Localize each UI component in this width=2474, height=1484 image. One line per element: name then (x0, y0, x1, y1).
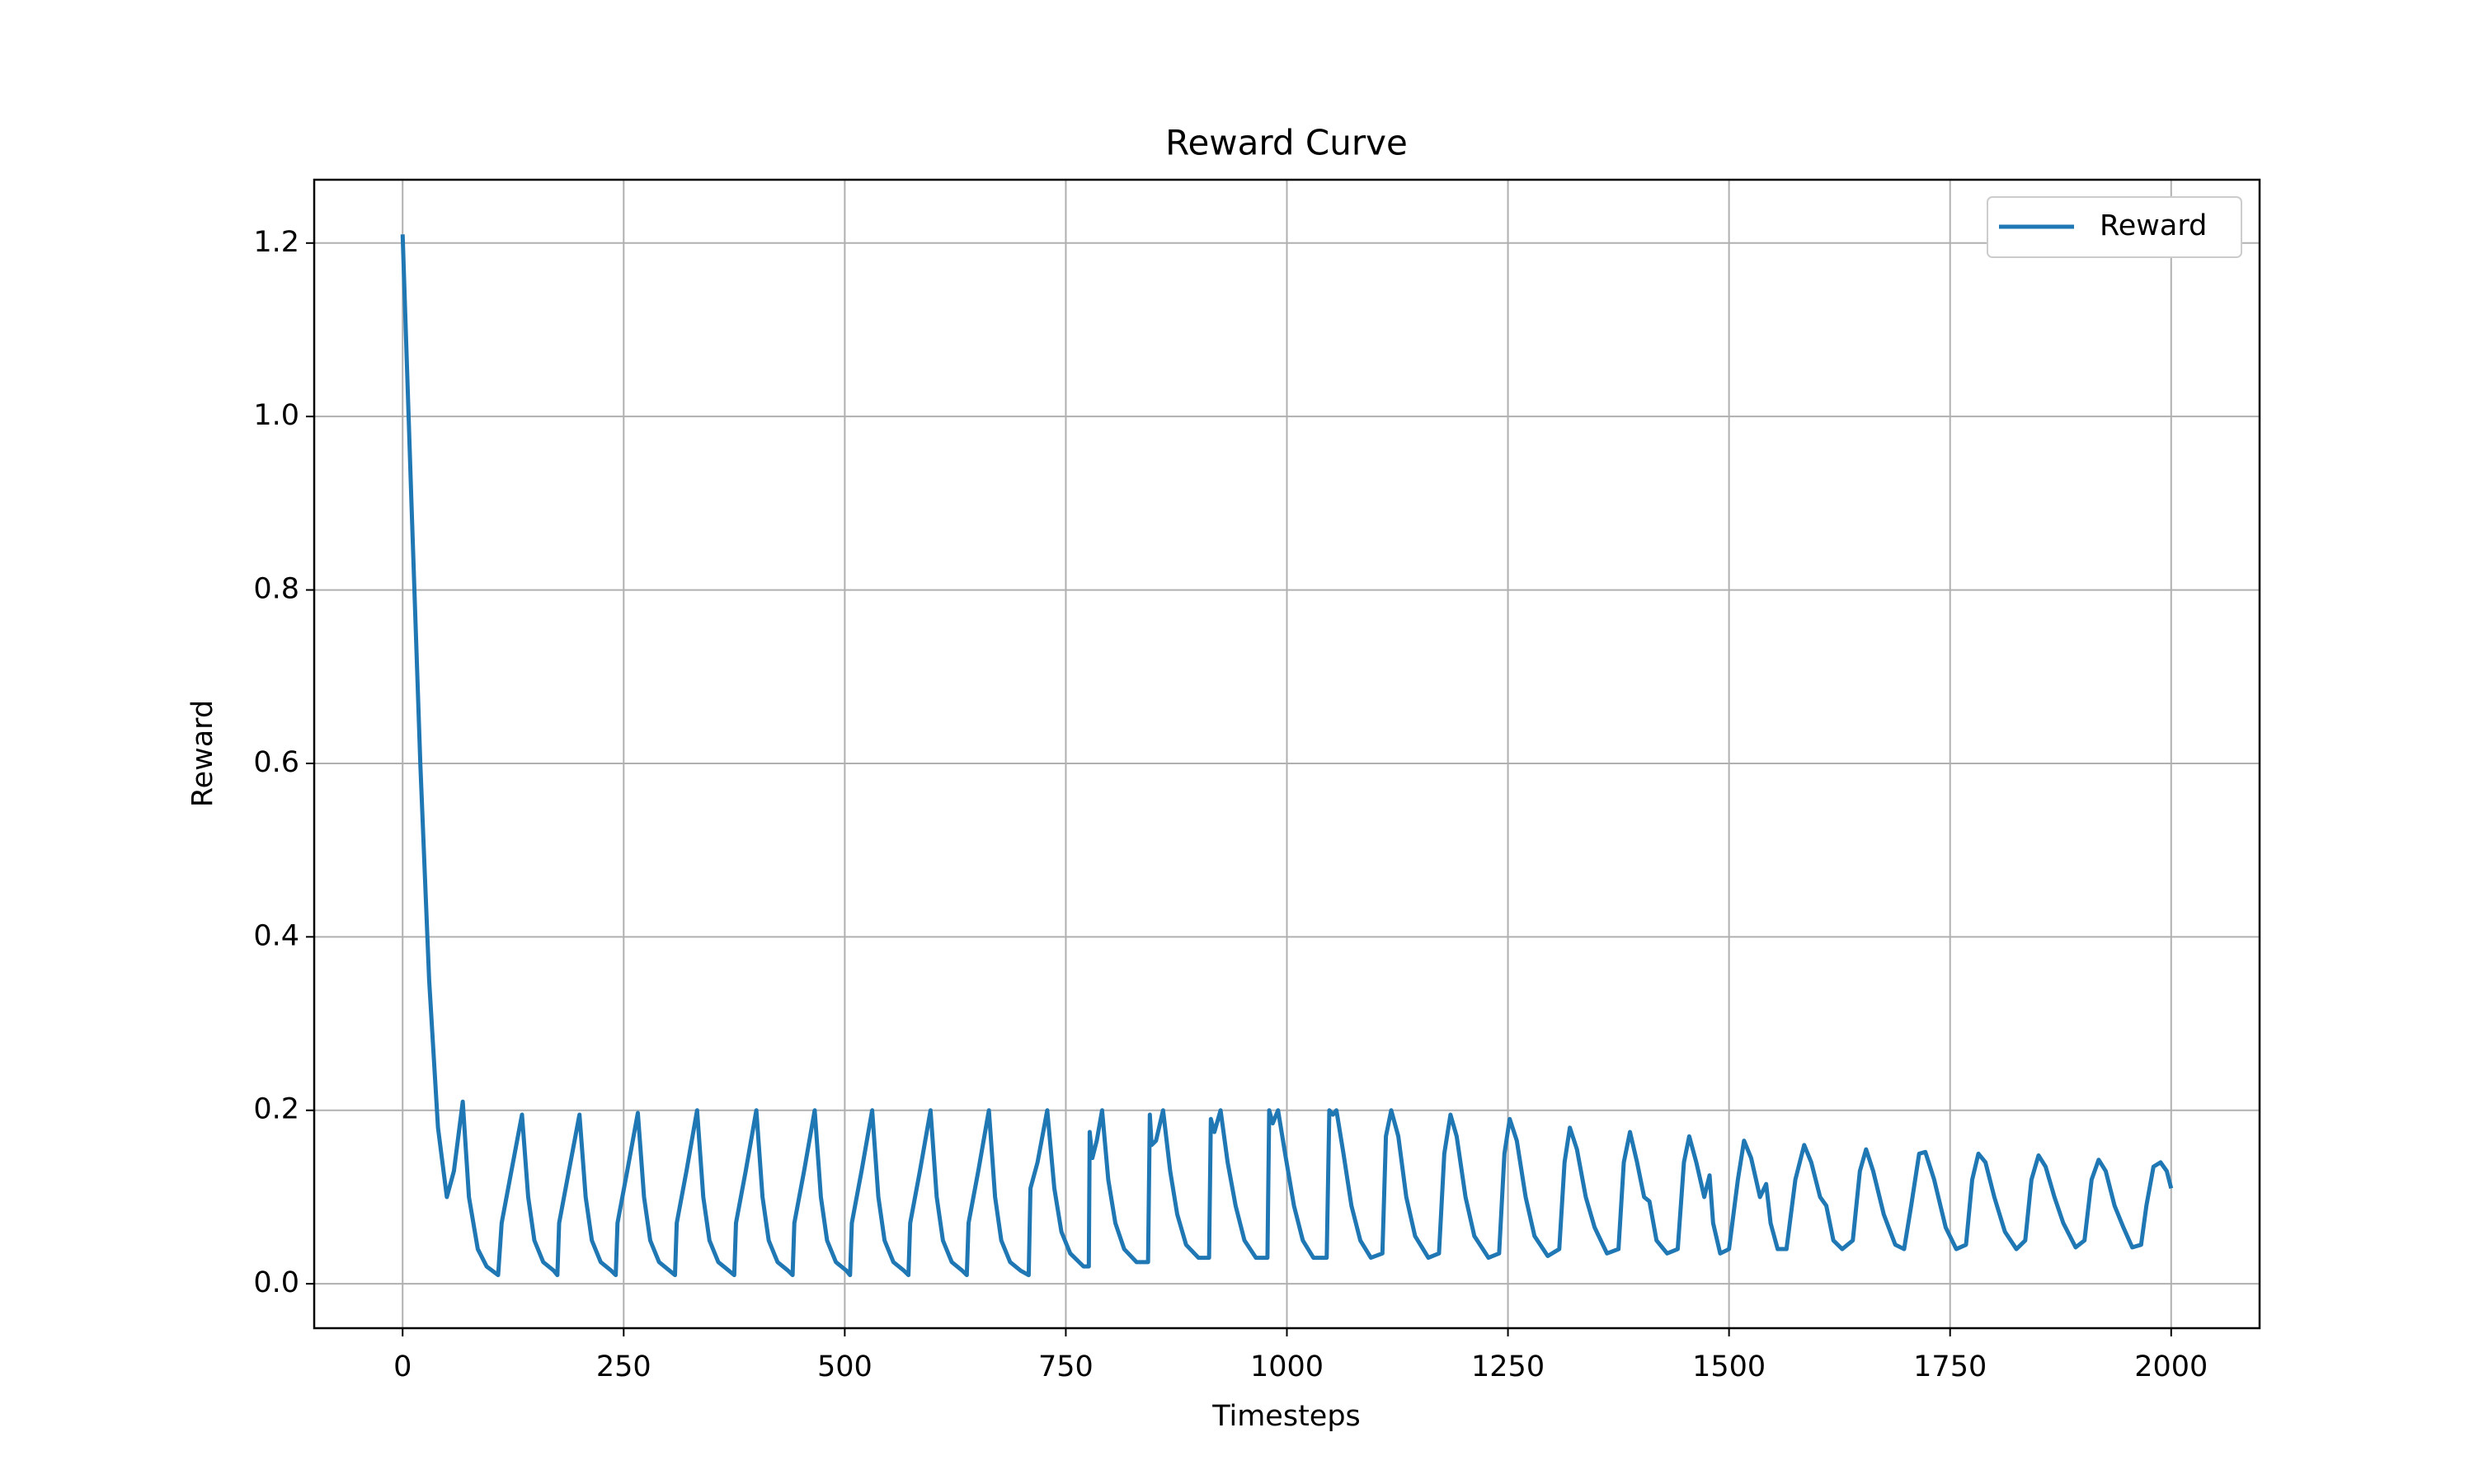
x-tick-label: 1500 (1692, 1350, 1766, 1383)
y-axis-label: Reward (186, 700, 219, 807)
chart-title: Reward Curve (1165, 123, 1408, 163)
line-series (400, 234, 2174, 1278)
y-tick-label: 0.4 (253, 919, 299, 952)
y-tick-label: 0.6 (253, 746, 299, 779)
y-tick-label: 1.2 (253, 226, 299, 259)
x-tick-label: 1000 (1250, 1350, 1324, 1383)
x-tick-label: 1750 (1913, 1350, 1987, 1383)
axes-frame (313, 178, 2261, 1330)
y-tick-label: 0.8 (253, 573, 299, 606)
y-tick-label: 1.0 (253, 399, 299, 432)
x-axis-label: Timesteps (1211, 1400, 1361, 1433)
legend-label: Reward (2100, 209, 2207, 242)
x-tick-label: 250 (596, 1350, 651, 1383)
y-tick-label: 0.2 (253, 1093, 299, 1126)
x-tick-label: 1250 (1471, 1350, 1545, 1383)
legend-box (1987, 196, 2242, 258)
x-tick-label: 750 (1038, 1350, 1094, 1383)
x-tick-label: 0 (393, 1350, 412, 1383)
x-tick-label: 500 (817, 1350, 872, 1383)
y-tick-label: 0.0 (253, 1266, 299, 1299)
x-tick-label: 2000 (2134, 1350, 2208, 1383)
